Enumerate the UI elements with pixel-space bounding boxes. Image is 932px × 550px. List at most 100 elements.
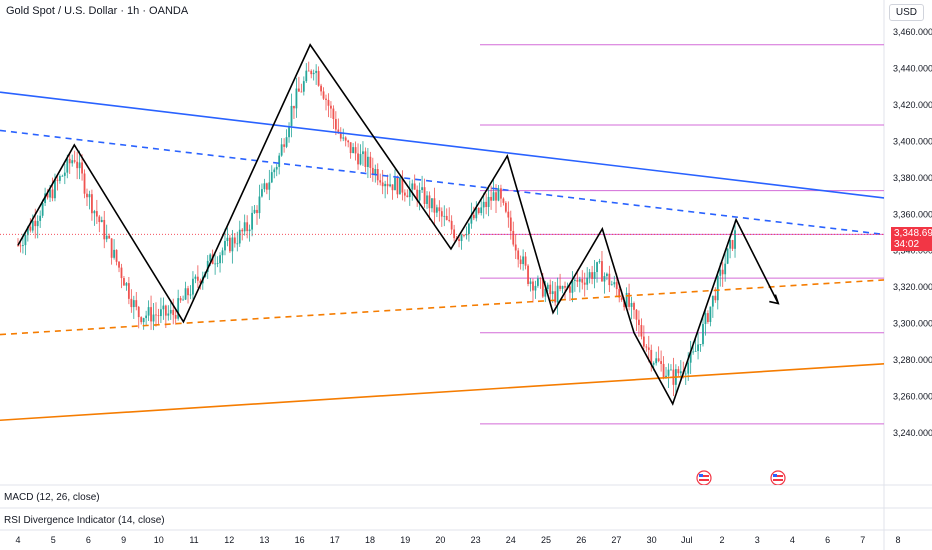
candle-body	[327, 99, 330, 106]
x-tick-label: 12	[224, 535, 234, 545]
candle-body	[448, 219, 451, 221]
candle-body	[93, 211, 96, 214]
candle-body	[667, 369, 670, 376]
candle-body	[724, 263, 727, 275]
x-tick-label: 24	[506, 535, 516, 545]
candle-body	[633, 303, 635, 310]
candle-body	[142, 318, 145, 323]
candle-body	[418, 190, 421, 201]
candle-body	[83, 173, 86, 194]
candle-body	[468, 223, 470, 234]
candle-body	[640, 325, 643, 337]
x-tick-label: 10	[154, 535, 164, 545]
candle-body	[233, 237, 236, 244]
trendline-upper-blue-solid	[0, 91, 884, 199]
candle-body	[495, 192, 497, 201]
candle-body	[716, 275, 719, 301]
zigzag-arrowhead	[769, 294, 780, 305]
candle-body	[472, 214, 475, 219]
candle-body	[155, 314, 157, 316]
candle-body	[408, 189, 411, 198]
y-tick-label: 3,320.000	[893, 282, 932, 292]
candle-body	[263, 183, 266, 190]
candle-body	[184, 288, 187, 300]
candle-body	[182, 299, 184, 301]
symbol-title[interactable]: Gold Spot / U.S. Dollar · 1h · OANDA	[6, 5, 189, 17]
candle-body	[551, 291, 554, 295]
y-tick-label: 3,240.000	[893, 428, 932, 438]
candle-body	[702, 324, 704, 345]
candle-body	[578, 279, 581, 282]
candle-body	[709, 306, 712, 322]
candle-body	[29, 226, 32, 231]
candle-body	[684, 373, 687, 375]
candle-body	[283, 144, 286, 147]
currency-button[interactable]: USD	[888, 4, 924, 21]
candle-body	[22, 245, 24, 247]
flag-canton	[773, 474, 777, 477]
x-tick-label: 4	[790, 535, 795, 545]
candle-body	[187, 288, 189, 296]
candle-body	[679, 371, 682, 374]
rsi-pane-label[interactable]: RSI Divergence Indicator (14, close)	[4, 515, 165, 526]
candle-body	[36, 220, 39, 227]
candle-body	[610, 284, 613, 286]
macd-pane-label[interactable]: MACD (12, 26, close)	[4, 492, 100, 503]
candle-body	[687, 362, 690, 374]
candle-body	[199, 280, 202, 284]
candle-body	[384, 183, 387, 187]
candle-body	[152, 314, 155, 322]
candle-body	[160, 309, 162, 317]
candle-body	[265, 183, 268, 190]
candle-body	[68, 158, 71, 164]
candle-body	[280, 144, 283, 156]
candle-body	[216, 263, 219, 264]
candle-body	[598, 261, 601, 263]
plot-area	[0, 43, 884, 485]
candle-body	[135, 300, 138, 307]
candle-body	[569, 286, 571, 293]
candle-body	[596, 262, 598, 273]
candle-body	[371, 167, 374, 175]
candle-body	[258, 196, 261, 214]
y-tick-label: 3,300.000	[893, 319, 932, 329]
candle-body	[251, 212, 253, 230]
candle-body	[26, 226, 29, 236]
x-tick-label: 18	[365, 535, 375, 545]
x-tick-label: 19	[400, 535, 410, 545]
flag-stripe	[699, 475, 709, 477]
candle-body	[172, 309, 175, 316]
candle-body	[519, 259, 522, 265]
candle-body	[655, 358, 658, 364]
candle-body	[332, 108, 335, 120]
candle-body	[256, 209, 258, 214]
y-tick-label: 3,420.000	[893, 100, 932, 110]
candle-body	[413, 183, 416, 190]
candle-body	[524, 256, 527, 266]
candle-body	[108, 235, 111, 239]
candle-body	[445, 215, 448, 220]
flag-canton	[699, 474, 703, 477]
candle-body	[482, 201, 485, 208]
candle-body	[522, 256, 525, 265]
candle-body	[231, 237, 234, 252]
candle-body	[310, 70, 313, 75]
candle-body	[583, 282, 586, 285]
candle-body	[399, 177, 401, 195]
candle-body	[512, 230, 515, 245]
candle-body	[470, 214, 473, 224]
candle-body	[719, 269, 722, 276]
candle-body	[293, 105, 295, 109]
candle-body	[342, 137, 345, 139]
candle-body	[440, 211, 443, 217]
candle-body	[396, 177, 399, 195]
candle-body	[268, 182, 271, 190]
candle-body	[354, 147, 357, 154]
candle-body	[307, 70, 310, 72]
candle-body	[729, 240, 731, 249]
candle-body	[312, 72, 315, 75]
candle-body	[509, 217, 512, 231]
candle-body	[46, 193, 49, 198]
candle-body	[66, 158, 69, 173]
